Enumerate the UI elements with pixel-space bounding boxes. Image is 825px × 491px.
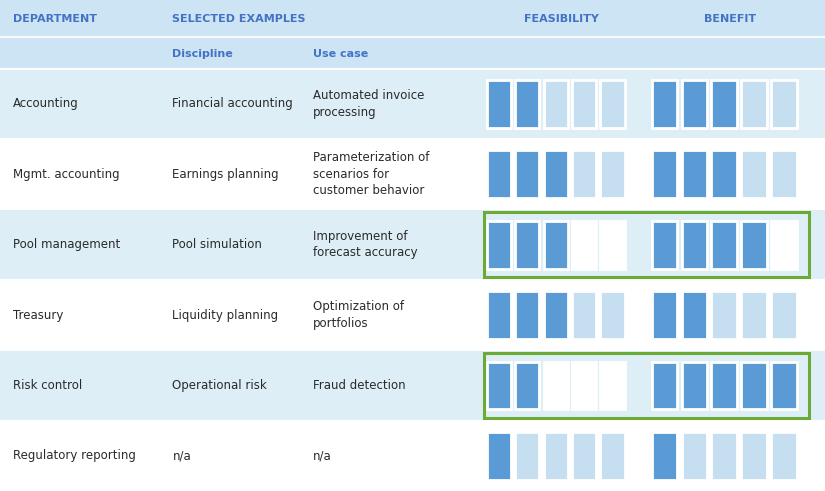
Bar — [681, 80, 707, 128]
Bar — [487, 361, 511, 409]
Bar — [652, 291, 677, 339]
Text: Parameterization of
scenarios for
customer behavior: Parameterization of scenarios for custom… — [313, 151, 429, 197]
Bar — [601, 432, 625, 480]
Text: Pool simulation: Pool simulation — [172, 238, 262, 251]
Bar — [515, 432, 540, 480]
Bar — [544, 432, 568, 480]
Bar — [515, 361, 540, 409]
Bar — [742, 221, 767, 269]
Bar — [711, 150, 738, 198]
Text: n/a: n/a — [313, 449, 332, 463]
Bar — [515, 221, 540, 269]
Bar — [681, 432, 707, 480]
Bar — [771, 291, 797, 339]
Text: BENEFIT: BENEFIT — [704, 14, 757, 24]
Text: SELECTED EXAMPLES: SELECTED EXAMPLES — [172, 14, 306, 24]
Text: Improvement of
forecast accuracy: Improvement of forecast accuracy — [313, 230, 417, 259]
Bar — [681, 291, 707, 339]
Bar — [487, 80, 511, 128]
Bar — [601, 80, 625, 128]
Text: Treasury: Treasury — [13, 308, 64, 322]
Bar — [652, 432, 677, 480]
Bar — [681, 361, 707, 409]
Bar — [0, 139, 825, 210]
Bar — [771, 361, 797, 409]
Bar — [742, 150, 767, 198]
Text: Automated invoice
processing: Automated invoice processing — [313, 89, 424, 119]
Bar — [681, 221, 707, 269]
Bar — [544, 361, 568, 409]
Text: Discipline: Discipline — [172, 49, 233, 58]
Bar — [0, 69, 825, 139]
Bar — [0, 280, 825, 350]
Bar — [601, 291, 625, 339]
Bar — [515, 150, 540, 198]
Text: Regulatory reporting: Regulatory reporting — [13, 449, 136, 463]
Bar — [652, 221, 677, 269]
Text: Optimization of
portfolios: Optimization of portfolios — [313, 300, 403, 330]
Text: Earnings planning: Earnings planning — [172, 168, 279, 181]
Bar — [742, 80, 767, 128]
Bar — [572, 150, 596, 198]
Bar — [487, 150, 511, 198]
Bar — [652, 150, 677, 198]
Bar — [771, 221, 797, 269]
Bar — [544, 221, 568, 269]
Bar — [771, 150, 797, 198]
Text: Liquidity planning: Liquidity planning — [172, 308, 279, 322]
Bar — [652, 361, 677, 409]
Bar — [515, 291, 540, 339]
Bar — [572, 291, 596, 339]
Bar — [487, 291, 511, 339]
Bar — [771, 80, 797, 128]
Bar — [544, 291, 568, 339]
Bar — [681, 150, 707, 198]
Bar — [711, 361, 738, 409]
Bar — [572, 361, 596, 409]
Bar — [711, 80, 738, 128]
Text: Accounting: Accounting — [13, 97, 79, 110]
Bar — [0, 421, 825, 491]
Bar — [484, 353, 809, 418]
Bar — [742, 432, 767, 480]
Bar — [544, 80, 568, 128]
Bar — [652, 80, 677, 128]
Bar — [544, 150, 568, 198]
Text: Use case: Use case — [313, 49, 368, 58]
Bar — [487, 432, 511, 480]
Text: n/a: n/a — [172, 449, 191, 463]
Bar — [711, 432, 738, 480]
Bar — [515, 80, 540, 128]
Text: Fraud detection: Fraud detection — [313, 379, 405, 392]
Bar — [601, 150, 625, 198]
Bar — [711, 291, 738, 339]
Text: FEASIBILITY: FEASIBILITY — [524, 14, 598, 24]
Text: DEPARTMENT: DEPARTMENT — [13, 14, 97, 24]
Bar — [742, 291, 767, 339]
Bar — [484, 213, 809, 277]
Text: Operational risk: Operational risk — [172, 379, 267, 392]
Text: Risk control: Risk control — [13, 379, 83, 392]
Bar — [572, 432, 596, 480]
Bar — [572, 221, 596, 269]
Bar — [0, 0, 825, 69]
Bar — [601, 361, 625, 409]
Bar — [601, 221, 625, 269]
Text: Pool management: Pool management — [13, 238, 120, 251]
Text: Mgmt. accounting: Mgmt. accounting — [13, 168, 120, 181]
Bar — [771, 432, 797, 480]
Bar — [742, 361, 767, 409]
Bar — [572, 80, 596, 128]
Bar — [0, 210, 825, 280]
Bar — [487, 221, 511, 269]
Text: Financial accounting: Financial accounting — [172, 97, 293, 110]
Bar — [0, 350, 825, 421]
Bar — [711, 221, 738, 269]
